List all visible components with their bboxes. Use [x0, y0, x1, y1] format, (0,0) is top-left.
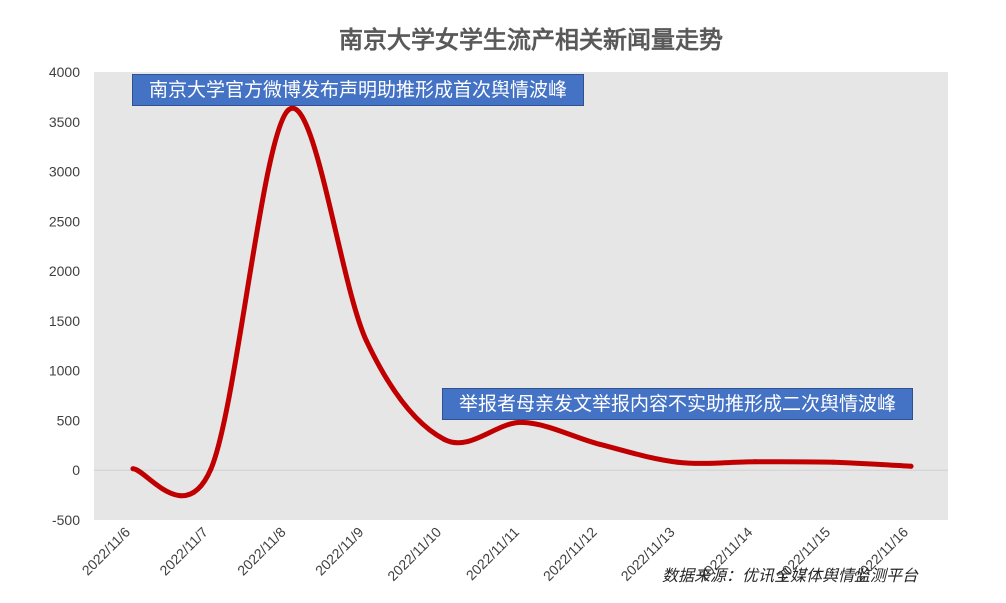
- y-tick-label: 1000: [49, 363, 80, 379]
- x-tick-label: 2022/11/12: [540, 524, 600, 584]
- plot-area: [94, 72, 948, 520]
- x-tick-label: 2022/11/11: [463, 524, 523, 584]
- data-source-note: 数据来源：优讯全媒体舆情监测平台: [661, 566, 918, 585]
- y-tick-label: -500: [52, 512, 80, 528]
- y-tick-label: 2000: [49, 263, 80, 279]
- data-point: [441, 436, 447, 442]
- y-tick-label: 1500: [49, 313, 80, 329]
- y-tick-label: 4000: [49, 64, 80, 80]
- data-point: [675, 459, 681, 465]
- x-tick-label: 2022/11/10: [384, 524, 444, 584]
- chart-title: 南京大学女学生流产相关新闻量走势: [339, 26, 723, 54]
- y-tick-label: 500: [57, 412, 81, 428]
- annotation-second-peak: 举报者母亲发文举报内容不实助推形成二次舆情波峰: [442, 388, 914, 420]
- data-point: [752, 459, 758, 465]
- data-point: [830, 459, 836, 465]
- y-tick-label: 0: [72, 462, 80, 478]
- data-point: [597, 441, 603, 447]
- data-point: [908, 463, 914, 469]
- x-tick-label: 2022/11/6: [78, 524, 133, 579]
- data-point: [286, 107, 292, 113]
- data-point: [519, 419, 525, 425]
- y-tick-label: 2500: [49, 213, 80, 229]
- annotation-first-peak: 南京大学官方微博发布声明助推形成首次舆情波峰: [132, 74, 585, 106]
- x-tick-label: 2022/11/7: [156, 524, 211, 579]
- y-tick-label: 3000: [49, 164, 80, 180]
- y-tick-label: 3500: [49, 114, 80, 130]
- data-point: [363, 338, 369, 344]
- x-tick-label: 2022/11/9: [312, 524, 367, 579]
- data-point: [208, 466, 214, 472]
- data-point: [130, 466, 136, 472]
- x-tick-label: 2022/11/8: [234, 524, 289, 579]
